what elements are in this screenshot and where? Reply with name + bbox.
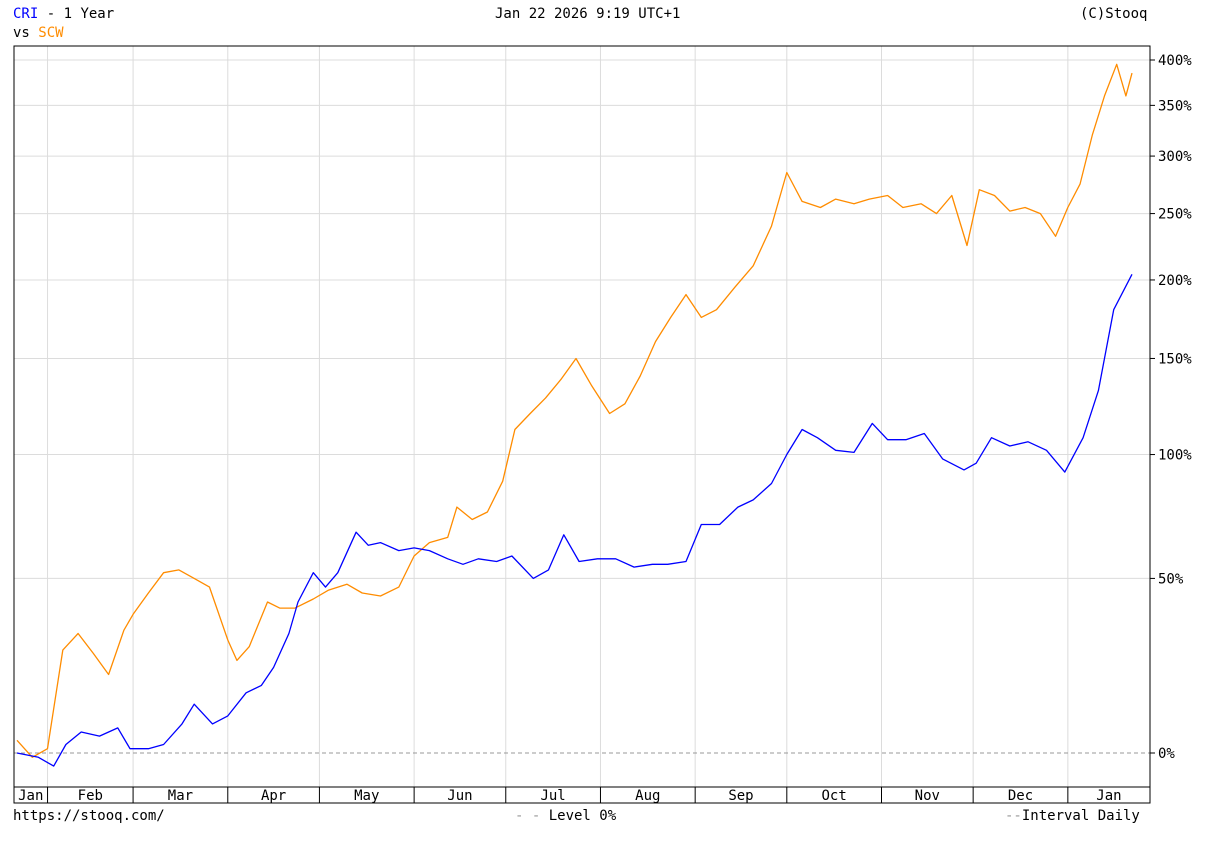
x-tick-label: Feb [78,788,103,804]
compare-symbol[interactable]: SCW [38,25,64,41]
x-tick-label: Jul [540,788,565,804]
copyright: (C)Stooq [1080,6,1148,22]
series-lines [16,63,1133,767]
legend-interval: --Interval Daily [1005,808,1140,824]
legend-level: - - Level 0% [515,808,616,824]
primary-symbol[interactable]: CRI [13,6,39,22]
y-tick-label: 350% [1158,98,1192,114]
plot-frame [13,45,1151,788]
series-line-scw [16,63,1133,758]
y-tick-label: 150% [1158,351,1192,367]
dashed-line-icon: -- [1005,808,1022,824]
source-link[interactable]: https://stooq.com/ [13,808,165,824]
vs-label: vs [13,25,30,41]
y-tick-label: 200% [1158,273,1192,289]
timestamp: Jan 22 2026 9:19 UTC+1 [495,6,681,22]
x-tick-label: Apr [261,788,286,804]
y-tick-label: 50% [1158,571,1184,587]
x-tick-label: Sep [728,788,753,804]
level-label: Level 0% [548,808,617,824]
series-line-cri [16,274,1133,767]
y-tick-label: 100% [1158,448,1192,464]
interval-label: Interval Daily [1021,808,1140,824]
compare-line: vs SCW [13,25,64,41]
x-tick-label: May [354,788,379,804]
x-tick-label: Jun [447,788,472,804]
grid-lines [14,46,1150,787]
dashed-line-icon: - - [515,808,549,824]
y-tick-label: 0% [1158,746,1175,762]
x-axis-band [13,786,1151,804]
x-tick-label: Jan [18,788,43,804]
chart-title: CRI - 1 Year [13,6,114,22]
x-tick-label: Dec [1008,788,1033,804]
y-tick-label: 400% [1158,53,1192,69]
x-tick-label: Aug [635,788,660,804]
x-tick-label: Oct [822,788,847,804]
y-axis-ticks: 0% 50% 100% 150% 200% 250% 300% 350% 400% [1150,53,1192,762]
x-tick-label: Nov [915,788,940,804]
x-axis-ticks: Jan Feb Mar Apr May Jun Jul Aug Sep Oct Nov Dec Jan [18,787,1122,804]
y-tick-label: 300% [1158,149,1192,165]
x-tick-label: Jan [1096,788,1121,804]
x-tick-label: Mar [168,788,193,804]
y-tick-label: 250% [1158,207,1192,223]
period-label: - 1 Year [38,6,115,22]
